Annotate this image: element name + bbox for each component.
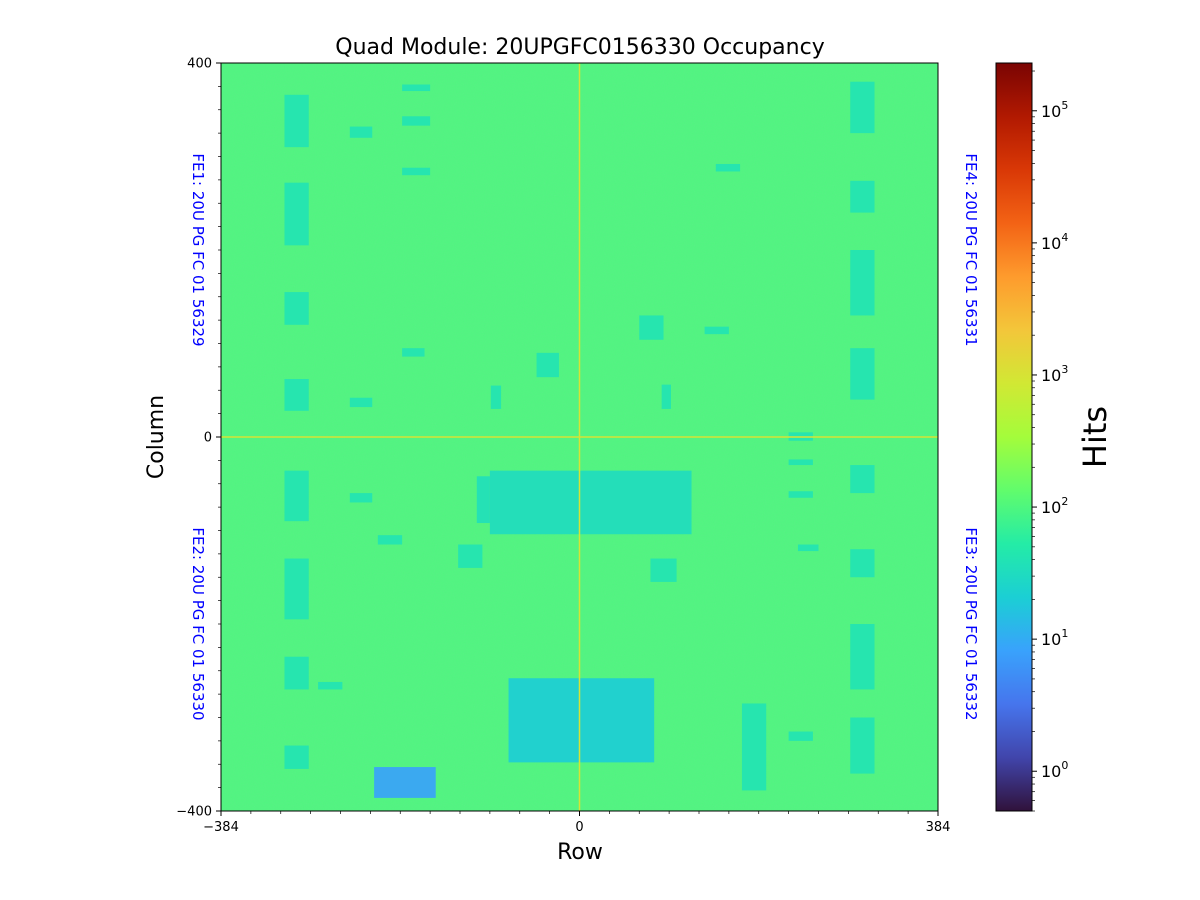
low-occupancy-region	[318, 681, 343, 690]
low-occupancy-region	[476, 476, 490, 524]
axes: −384 0 384 400 0 −400	[176, 57, 950, 836]
low-occupancy-region	[402, 167, 431, 176]
x-axis-label: Row	[557, 840, 603, 865]
colorbar-tick-label: 100	[1041, 759, 1068, 781]
colorbar-ticks: 100 101 102 103 104 105	[1032, 70, 1068, 812]
colorbar: 100 101 102 103 104 105 Hits	[995, 62, 1114, 812]
low-occupancy-region	[349, 397, 373, 408]
y-tick-label: −400	[176, 805, 212, 820]
low-occupancy-region	[489, 470, 692, 535]
low-occupancy-region	[284, 470, 309, 522]
low-occupancy-region	[850, 348, 875, 400]
low-occupancy-region	[715, 163, 741, 172]
low-occupancy-region	[850, 624, 875, 690]
low-occupancy-region	[661, 384, 671, 409]
colorbar-gradient	[995, 62, 1033, 812]
low-occupancy-region	[402, 84, 431, 92]
colorbar-tick-label: 105	[1041, 99, 1068, 121]
low-occupancy-region	[402, 116, 431, 126]
y-axis-label: Column	[144, 395, 169, 479]
low-occupancy-region	[284, 745, 309, 769]
low-occupancy-region	[850, 549, 875, 578]
low-occupancy-region	[349, 493, 373, 503]
low-occupancy-region	[850, 250, 875, 316]
frontend-label: FE1: 20U PG FC 01 56329	[189, 153, 207, 346]
plot-area	[220, 62, 939, 812]
high-occupancy-lines	[221, 63, 938, 811]
low-occupancy-region	[788, 491, 813, 498]
low-occupancy-region	[850, 81, 875, 134]
low-occupancy-region	[508, 678, 655, 763]
frontend-labels: FE1: 20U PG FC 01 56329 FE4: 20U PG FC 01…	[189, 153, 980, 720]
low-occupancy-region	[639, 315, 664, 340]
low-occupancy-region	[797, 544, 819, 552]
low-occupancy-region	[349, 126, 373, 138]
low-occupancy-region	[458, 544, 483, 568]
low-occupancy-region	[284, 379, 309, 411]
frontend-label: FE3: 20U PG FC 01 56332	[962, 527, 980, 720]
low-occupancy-region	[850, 465, 875, 494]
colorbar-tick-label: 102	[1041, 495, 1068, 517]
low-occupancy-region	[284, 292, 309, 325]
y-tick-label: 400	[187, 57, 212, 72]
colorbar-tick-label: 101	[1041, 627, 1068, 649]
x-tick-label: −384	[203, 820, 239, 835]
low-occupancy-regions	[284, 81, 875, 798]
low-occupancy-region	[850, 717, 875, 774]
frontend-label: FE2: 20U PG FC 01 56330	[189, 527, 207, 720]
low-occupancy-region	[850, 180, 875, 213]
low-occupancy-region	[284, 656, 309, 690]
colorbar-tick-label: 103	[1041, 363, 1068, 385]
x-tick-label: 0	[575, 820, 583, 835]
y-tick-label: 0	[204, 431, 212, 446]
low-occupancy-region	[377, 535, 403, 545]
low-occupancy-region	[536, 352, 559, 378]
low-occupancy-region	[741, 703, 767, 791]
low-occupancy-region	[650, 558, 677, 582]
low-occupancy-region	[284, 94, 309, 148]
low-occupancy-region	[490, 385, 502, 409]
frontend-label: FE4: 20U PG FC 01 56331	[962, 153, 980, 346]
x-tick-label: 384	[926, 820, 951, 835]
low-occupancy-region	[788, 731, 813, 741]
colorbar-label: Hits	[1076, 406, 1114, 468]
low-occupancy-region	[788, 459, 813, 466]
low-occupancy-region	[284, 558, 309, 620]
low-occupancy-region	[704, 326, 729, 335]
colorbar-tick-label: 104	[1041, 231, 1068, 253]
chart-title: Quad Module: 20UPGFC0156330 Occupancy	[335, 35, 824, 60]
low-occupancy-region	[374, 767, 436, 798]
low-occupancy-region	[284, 182, 309, 246]
low-occupancy-region	[402, 348, 425, 357]
